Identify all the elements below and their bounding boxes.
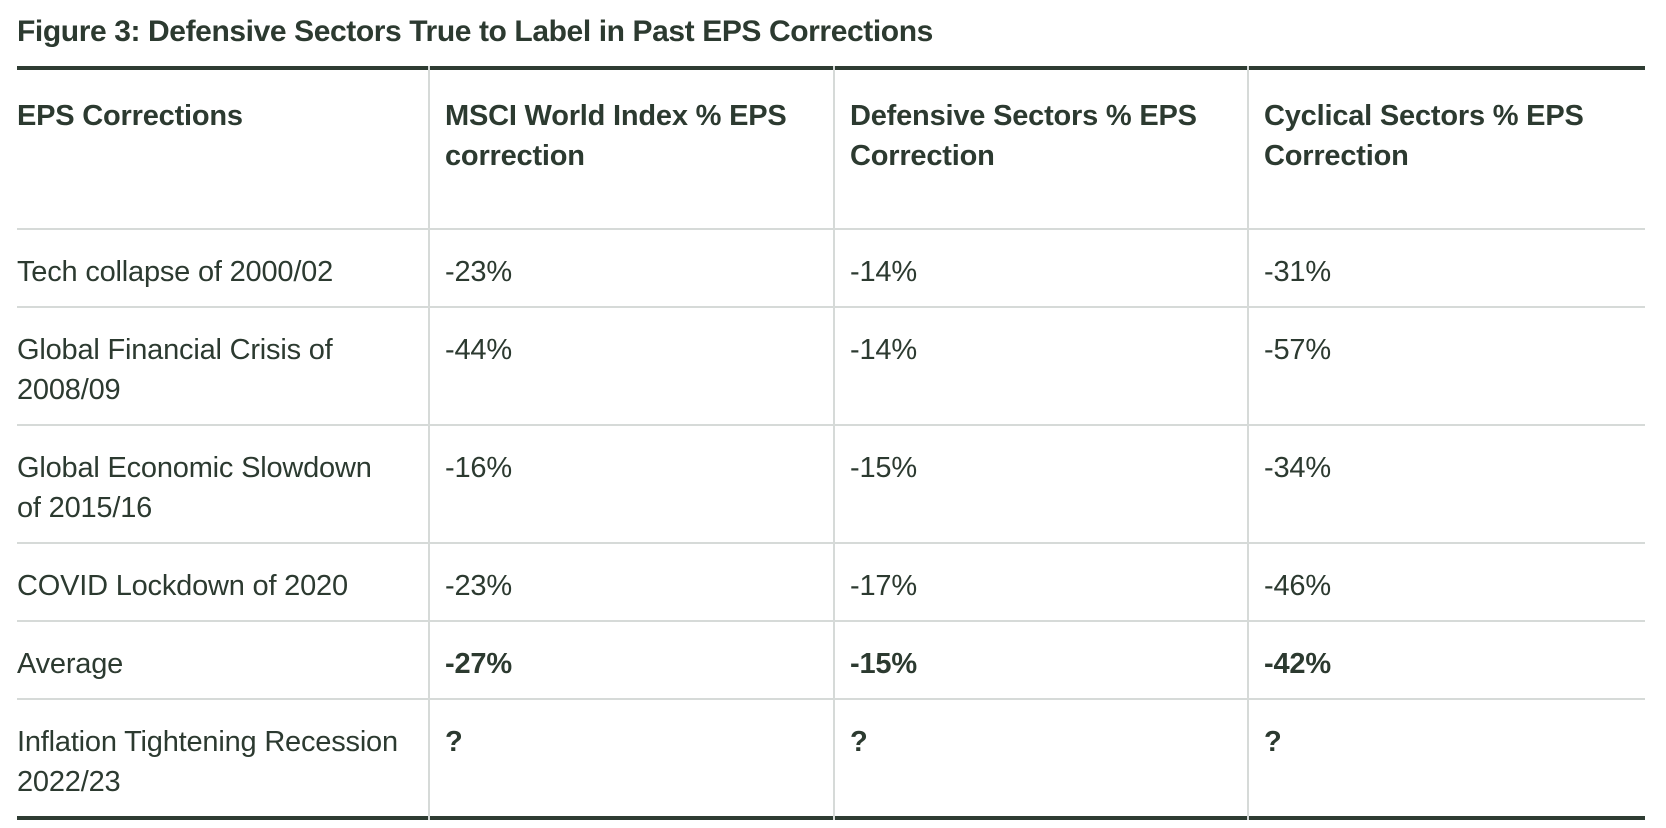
value-cell: -23%	[429, 542, 834, 621]
table-row: Tech collapse of 2000/02 -23% -14% -31%	[17, 228, 1645, 307]
table-row: Inflation Tightening Recession 2022/23??…	[17, 698, 1645, 818]
column-header-defensive-sectors: Defensive Sectors % EPS Correction	[834, 68, 1248, 230]
value-cell: -42%	[1248, 620, 1645, 699]
table-wrapper: EPS Corrections MSCI World Index % EPS c…	[17, 66, 1645, 820]
figure-title: Figure 3: Defensive Sectors True to Labe…	[17, 15, 933, 48]
row-label-cell: COVID Lockdown of 2020	[17, 542, 429, 621]
value-cell: -14%	[834, 228, 1248, 307]
value-cell: -15%	[834, 620, 1248, 699]
table-row: Global Financial Crisis of 2008/09 -44% -1…	[17, 306, 1645, 425]
column-divider	[1247, 66, 1249, 820]
value-cell: -15%	[834, 424, 1248, 543]
value-cell: -46%	[1248, 542, 1645, 621]
row-label-cell: Average	[17, 620, 429, 699]
value-cell: -57%	[1248, 306, 1645, 425]
value-cell: -17%	[834, 542, 1248, 621]
table-row: Global Economic Slowdown of 2015/16 -16% -…	[17, 424, 1645, 543]
row-label-cell: Tech collapse of 2000/02	[17, 228, 429, 307]
value-cell: ?	[834, 698, 1248, 818]
header-row: EPS Corrections MSCI World Index % EPS c…	[17, 68, 1645, 230]
column-header-msci-world: MSCI World Index % EPS correction	[429, 68, 834, 230]
column-divider	[428, 66, 430, 820]
table-row: Average -27% -15% -42%	[17, 620, 1645, 699]
column-divider	[833, 66, 835, 820]
value-cell: -31%	[1248, 228, 1645, 307]
value-cell: -14%	[834, 306, 1248, 425]
value-cell: -27%	[429, 620, 834, 699]
value-cell: -34%	[1248, 424, 1645, 543]
value-cell: -44%	[429, 306, 834, 425]
value-cell: -16%	[429, 424, 834, 543]
row-label-cell: Global Economic Slowdown of 2015/16	[17, 424, 429, 543]
value-cell: ?	[1248, 698, 1645, 818]
value-cell: -23%	[429, 228, 834, 307]
column-header-eps-corrections: EPS Corrections	[17, 68, 429, 230]
table-row: COVID Lockdown of 2020 -23% -17% -46%	[17, 542, 1645, 621]
eps-corrections-table: EPS Corrections MSCI World Index % EPS c…	[17, 66, 1645, 820]
row-label-cell: Global Financial Crisis of 2008/09	[17, 306, 429, 425]
table-body: Tech collapse of 2000/02 -23% -14% -31% Glob…	[17, 228, 1645, 818]
column-header-cyclical-sectors: Cyclical Sectors % EPS Correction	[1248, 68, 1645, 230]
row-label-cell: Inflation Tightening Recession 2022/23	[17, 698, 429, 818]
value-cell: ?	[429, 698, 834, 818]
